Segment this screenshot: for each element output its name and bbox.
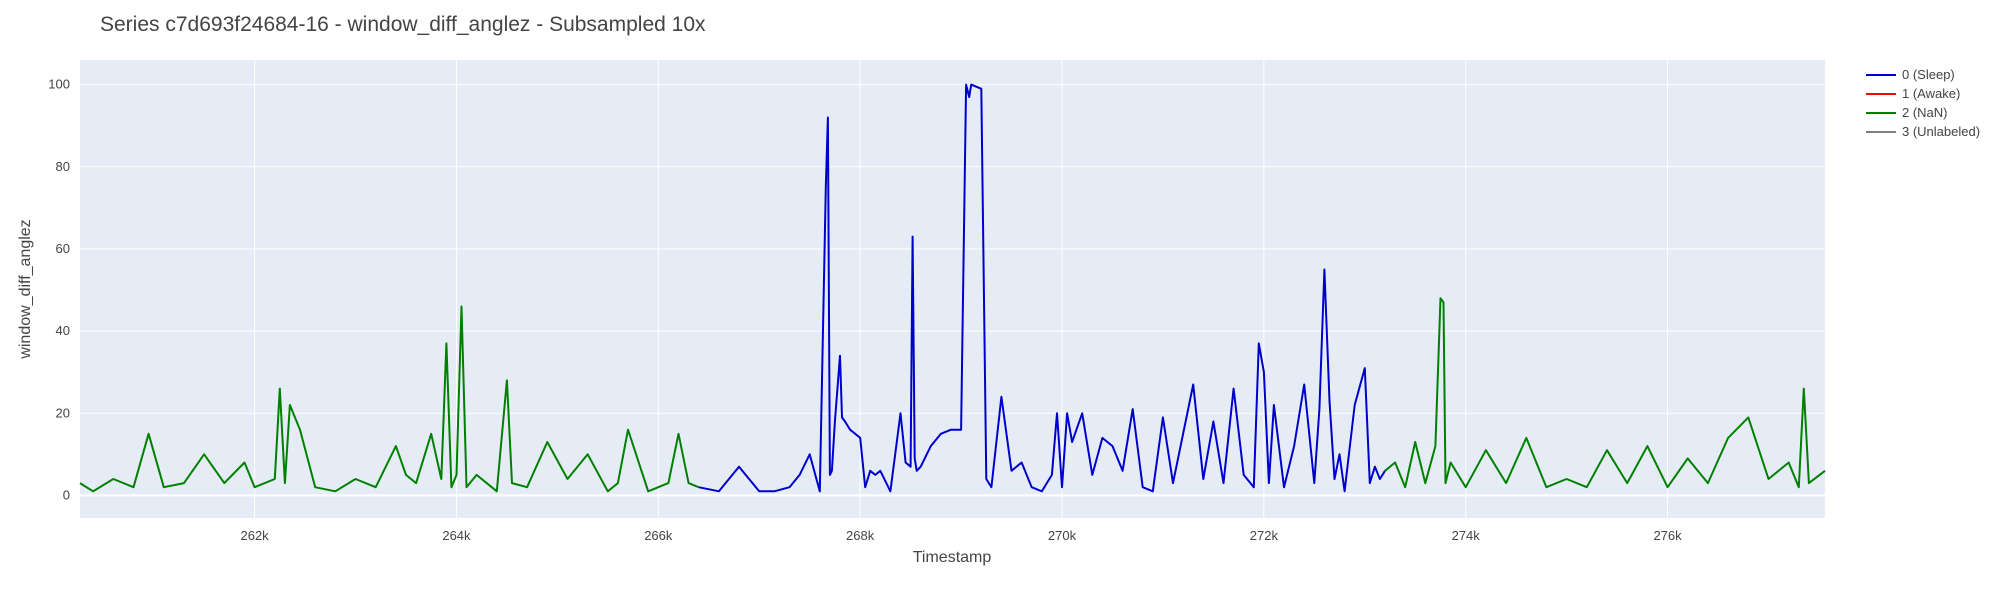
y-tick-label: 20 [56,405,70,420]
x-tick-label: 272k [1250,528,1279,543]
legend-item[interactable]: 1 (Awake) [1902,86,1960,101]
x-tick-label: 262k [240,528,269,543]
x-tick-label: 274k [1452,528,1481,543]
x-tick-label: 264k [442,528,471,543]
legend-item[interactable]: 0 (Sleep) [1902,67,1955,82]
y-tick-label: 0 [63,487,70,502]
y-tick-label: 100 [48,77,70,92]
legend[interactable]: 0 (Sleep) 1 (Awake) 2 (NaN) 3 (Unlabeled) [1866,67,1980,139]
y-tick-label: 80 [56,159,70,174]
x-tick-label: 270k [1048,528,1077,543]
series-line-2[interactable] [79,305,700,493]
plot-area[interactable] [80,60,1825,518]
y-axis-title: window_diff_anglez [17,219,34,359]
tick-labels: 262k 264k 266k 268k 270k 272k 274k 276k 0 20 40 60 8… [48,77,1682,543]
traces [79,83,1826,493]
y-tick-label: 40 [56,323,70,338]
series-line-2[interactable] [1384,297,1826,489]
x-tick-label: 266k [644,528,673,543]
legend-item[interactable]: 2 (NaN) [1902,105,1948,120]
chart-title: Series c7d693f24684-16 - window_diff_ang… [100,13,706,36]
legend-item[interactable]: 3 (Unlabeled) [1902,124,1980,139]
y-tick-label: 60 [56,241,70,256]
x-tick-label: 268k [846,528,875,543]
series-line-0[interactable] [698,83,1386,493]
gridlines [80,60,1825,518]
x-axis-title: Timestamp [913,549,992,566]
x-tick-label: 276k [1653,528,1682,543]
